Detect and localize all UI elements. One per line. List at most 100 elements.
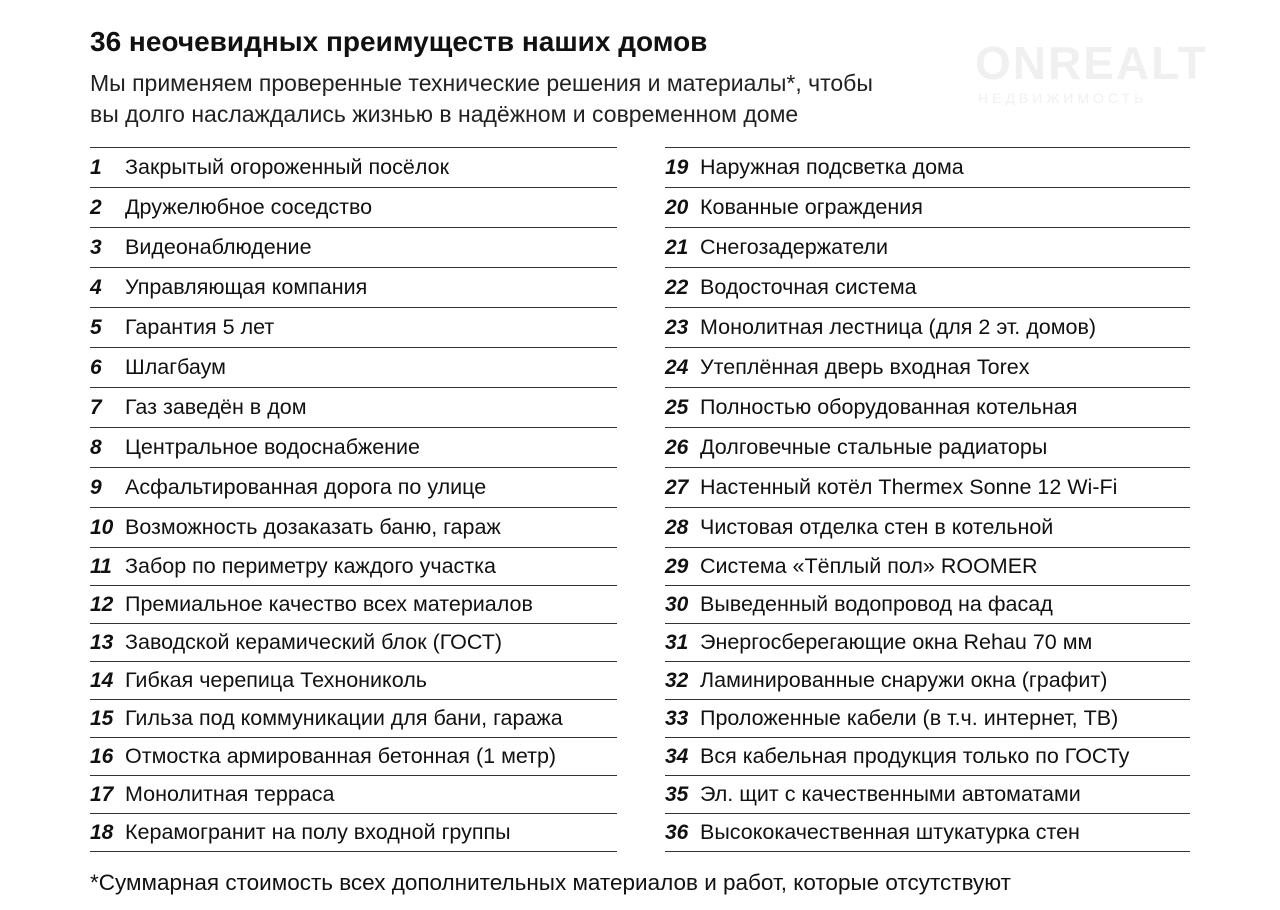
- list-item: 25 Полностью оборудованная котельная: [665, 388, 1190, 428]
- column: 1 Закрытый огороженный посёлок 2 Дружелюбно…: [90, 147, 617, 852]
- item-text: Возможность дозаказать баню, гараж: [125, 515, 501, 539]
- item-number: 12: [90, 592, 114, 616]
- item-number: 21: [665, 235, 689, 259]
- item-text: Премиальное качество всех материалов: [125, 592, 533, 616]
- item-text: Управляющая компания: [125, 275, 368, 299]
- list-item: 8 Центральное водоснабжение: [90, 428, 617, 468]
- item-number: 30: [665, 592, 689, 616]
- list-item: 27 Настенный котёл Thermex Sonne 12 Wi-Fi: [665, 468, 1190, 508]
- item-text: Монолитная терраса: [125, 782, 335, 806]
- item-text: Эл. щит с качественными автоматами: [700, 782, 1081, 806]
- list-item: 28 Чистовая отделка стен в котельной: [665, 508, 1190, 548]
- item-text: Видеонаблюдение: [125, 235, 312, 259]
- item-number: 15: [90, 706, 114, 730]
- item-number: 10: [90, 515, 114, 539]
- list-item: 35 Эл. щит с качественными автоматами: [665, 776, 1190, 814]
- item-text: Керамогранит на полу входной группы: [125, 820, 511, 844]
- item-number: 25: [665, 395, 689, 419]
- footnote: *Суммарная стоимость всех дополнительных…: [90, 870, 1011, 895]
- item-text: Гибкая черепица Технониколь: [125, 668, 427, 692]
- list-item: 1 Закрытый огороженный посёлок: [90, 148, 617, 188]
- column: 19 Наружная подсветка дома 20 Кованные огра…: [665, 147, 1190, 852]
- item-number: 5: [90, 315, 102, 339]
- list-item: 4 Управляющая компания: [90, 268, 617, 308]
- subtitle: вы долго наслаждались жизнью в надёжном …: [90, 101, 799, 127]
- item-number: 16: [90, 744, 114, 768]
- item-text: Заводской керамический блок (ГОСТ): [125, 630, 503, 654]
- item-text: Настенный котёл Thermex Sonne 12 Wi-Fi: [700, 475, 1118, 499]
- item-text: Высококачественная штукатурка стен: [700, 820, 1080, 844]
- item-text: Полностью оборудованная котельная: [700, 395, 1078, 419]
- item-number: 6: [90, 355, 102, 379]
- item-number: 19: [665, 155, 689, 179]
- item-number: 8: [90, 435, 102, 459]
- item-text: Чистовая отделка стен в котельной: [700, 515, 1054, 539]
- item-text: Долговечные стальные радиаторы: [700, 435, 1048, 459]
- item-text: Ламинированные снаружи окна (графит): [700, 668, 1108, 692]
- list-item: 14 Гибкая черепица Технониколь: [90, 662, 617, 700]
- item-number: 14: [90, 668, 114, 692]
- watermark-tagline: НЕДВИЖИМОСТЬ: [978, 90, 1148, 106]
- item-text: Вся кабельная продукция только по ГОСТу: [700, 744, 1130, 768]
- item-text: Асфальтированная дорога по улице: [125, 475, 487, 499]
- item-text: Гильза под коммуникации для бани, гаража: [125, 706, 563, 730]
- item-number: 1: [90, 155, 102, 179]
- item-number: 2: [90, 195, 102, 219]
- item-text: Снегозадержатели: [700, 235, 888, 259]
- list-item: 19 Наружная подсветка дома: [665, 148, 1190, 188]
- item-number: 17: [90, 782, 114, 806]
- item-text: Проложенные кабели (в т.ч. интернет, ТВ): [700, 706, 1119, 730]
- item-text: Закрытый огороженный посёлок: [125, 155, 449, 179]
- item-text: Кованные ограждения: [700, 195, 923, 219]
- item-number: 32: [665, 668, 689, 692]
- list-item: 17 Монолитная терраса: [90, 776, 617, 814]
- item-number: 24: [665, 355, 689, 379]
- list-item: 10 Возможность дозаказать баню, гараж: [90, 508, 617, 548]
- item-text: Шлагбаум: [125, 355, 226, 379]
- item-number: 4: [90, 275, 102, 299]
- item-text: Наружная подсветка дома: [700, 155, 964, 179]
- item-number: 9: [90, 475, 102, 499]
- list-item: 29 Система «Тёплый пол» ROOMER: [665, 548, 1190, 586]
- item-text: Водосточная система: [700, 275, 917, 299]
- item-text: Монолитная лестница (для 2 эт. домов): [700, 315, 1097, 339]
- item-number: 33: [665, 706, 689, 730]
- list-item: 15 Гильза под коммуникации для бани, гара…: [90, 700, 617, 738]
- item-number: 13: [90, 630, 114, 654]
- list-item: 22 Водосточная система: [665, 268, 1190, 308]
- item-number: 7: [90, 395, 102, 419]
- item-number: 11: [90, 554, 112, 578]
- list-item: 12 Премиальное качество всех материалов: [90, 586, 617, 624]
- item-text: Система «Тёплый пол» ROOMER: [700, 554, 1038, 578]
- list-item: 9 Асфальтированная дорога по улице: [90, 468, 617, 508]
- item-number: 27: [665, 475, 689, 499]
- item-text: Выведенный водопровод на фасад: [700, 592, 1053, 616]
- item-number: 23: [665, 315, 689, 339]
- list-item: 18 Керамогранит на полу входной группы: [90, 814, 617, 852]
- list-item: 21 Снегозадержатели: [665, 228, 1190, 268]
- list-item: 32 Ламинированные снаружи окна (графит): [665, 662, 1190, 700]
- list-item: 7 Газ заведён в дом: [90, 388, 617, 428]
- item-number: 35: [665, 782, 689, 806]
- item-text: Гарантия 5 лет: [125, 315, 275, 339]
- list-item: 33 Проложенные кабели (в т.ч. интернет, Т…: [665, 700, 1190, 738]
- item-text: Утеплённая дверь входная Torex: [700, 355, 1030, 379]
- list-item: 31 Энергосберегающие окна Rehau 70 мм: [665, 624, 1190, 662]
- list-item: 13 Заводской керамический блок (ГОСТ): [90, 624, 617, 662]
- item-number: 3: [90, 235, 102, 259]
- item-text: Газ заведён в дом: [125, 395, 307, 419]
- item-number: 20: [665, 195, 689, 219]
- item-number: 29: [665, 554, 689, 578]
- list-item: 36 Высококачественная штукатурка стен: [665, 814, 1190, 852]
- item-text: Энергосберегающие окна Rehau 70 мм: [700, 630, 1093, 654]
- list-item: 2 Дружелюбное соседство: [90, 188, 617, 228]
- list-item: 11 Забор по периметру каждого участка: [90, 548, 617, 586]
- list-item: 30 Выведенный водопровод на фасад: [665, 586, 1190, 624]
- item-number: 36: [665, 820, 689, 844]
- list-item: 34 Вся кабельная продукция только по ГОСТ…: [665, 738, 1190, 776]
- list-item: 20 Кованные ограждения: [665, 188, 1190, 228]
- list-item: 24 Утеплённая дверь входная Torex: [665, 348, 1190, 388]
- item-text: Дружелюбное соседство: [125, 195, 373, 219]
- item-number: 31: [665, 630, 689, 654]
- list-item: 3 Видеонаблюдение: [90, 228, 617, 268]
